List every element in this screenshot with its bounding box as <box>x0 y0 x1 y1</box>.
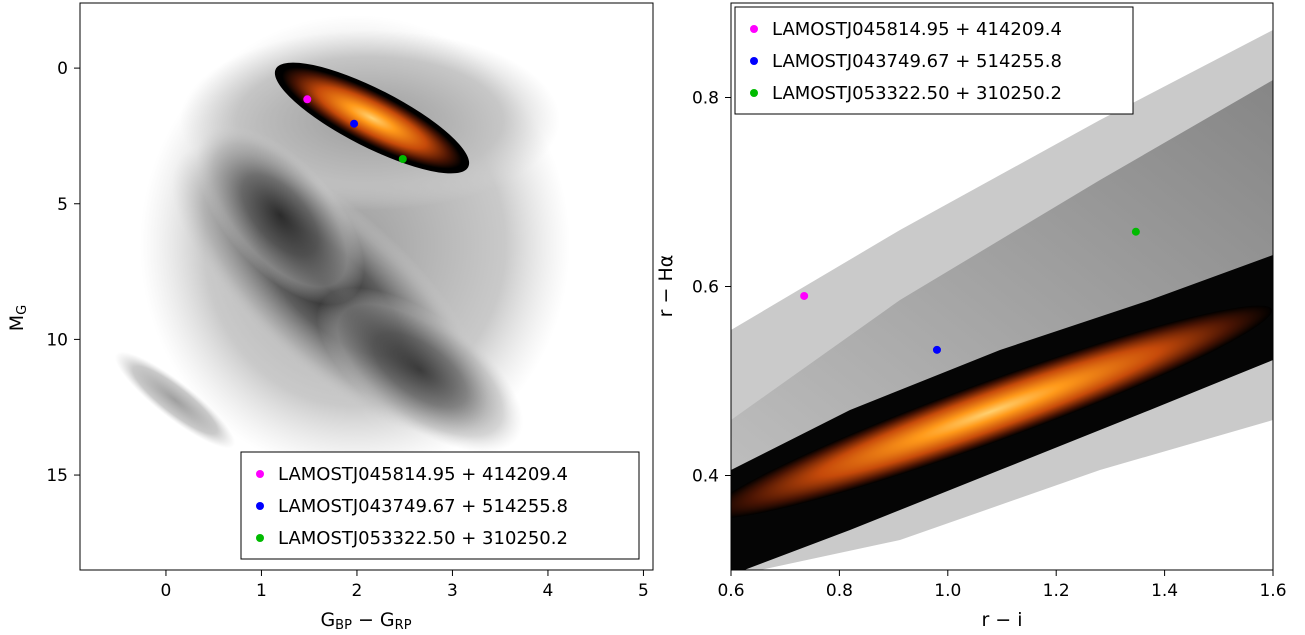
cmd-legend-marker-3 <box>256 534 264 542</box>
colour-colour-legend-label-1: LAMOSTJ045814.95 + 414209.4 <box>772 19 1062 40</box>
colour-colour-y-tick-label: 0.6 <box>692 278 719 298</box>
colour-colour-background-density <box>731 30 1273 570</box>
cmd-background-density <box>114 15 570 475</box>
cmd-point-1 <box>303 95 312 104</box>
cmd-panel: 0 1 2 3 4 5 0 5 10 15 GBP − GRP MG LAMOSTJ045814.… <box>6 2 654 633</box>
cmd-axes-ticks: 0 1 2 3 4 5 0 5 10 15 <box>46 59 649 601</box>
cmd-y-tick-label: 5 <box>57 195 68 215</box>
colour-colour-y-axis-label: r − Hα <box>655 255 677 318</box>
cmd-legend-box <box>240 451 640 560</box>
cmd-y-tick-label: 15 <box>46 466 68 486</box>
colour-colour-y-tick-label: 0.4 <box>692 467 719 487</box>
cmd-x-tick-label: 1 <box>256 581 267 601</box>
cmd-y-axis-label: MG <box>6 305 30 331</box>
cmd-legend: LAMOSTJ045814.95 + 414209.4 LAMOSTJ043749… <box>240 451 640 560</box>
cmd-x-tick-label: 3 <box>447 581 458 601</box>
colour-colour-axes-ticks: 0.6 0.8 1.0 1.2 1.4 1.6 0.4 0.6 0.8 <box>692 89 1287 602</box>
colour-colour-point-2 <box>932 345 941 354</box>
colour-colour-y-tick-label: 0.8 <box>692 89 719 109</box>
cmd-plot-frame <box>79 2 654 571</box>
colour-colour-x-tick-label: 1.4 <box>1151 581 1178 601</box>
colour-colour-legend-box <box>734 6 1134 115</box>
cmd-point-2 <box>350 119 359 128</box>
cmd-x-tick-label: 0 <box>161 581 172 601</box>
cmd-legend-label-1: LAMOSTJ045814.95 + 414209.4 <box>278 464 568 485</box>
cmd-legend-label-2: LAMOSTJ043749.67 + 514255.8 <box>278 496 568 517</box>
cmd-y-tick-label: 10 <box>46 330 68 350</box>
colour-colour-legend-marker-2 <box>750 57 758 65</box>
colour-colour-panel: 0.6 0.8 1.0 1.2 1.4 1.6 0.4 0.6 0.8 r − i r − Hα… <box>655 2 1287 631</box>
colour-colour-x-tick-label: 1.2 <box>1043 581 1070 601</box>
colour-colour-legend-label-2: LAMOSTJ043749.67 + 514255.8 <box>772 51 1062 72</box>
colour-colour-legend-marker-3 <box>750 89 758 97</box>
colour-colour-legend-label-3: LAMOSTJ053322.50 + 310250.2 <box>772 83 1062 104</box>
colour-colour-point-3 <box>1131 227 1140 236</box>
cmd-x-axis-label: GBP − GRP <box>320 609 411 633</box>
colour-colour-x-tick-label: 1.0 <box>934 581 961 601</box>
cmd-legend-marker-1 <box>256 470 264 478</box>
cmd-legend-marker-2 <box>256 502 264 510</box>
cmd-x-tick-label: 5 <box>638 581 649 601</box>
colour-colour-legend: LAMOSTJ045814.95 + 414209.4 LAMOSTJ043749… <box>734 6 1134 115</box>
colour-colour-x-axis-label: r − i <box>981 609 1022 631</box>
cmd-legend-label-3: LAMOSTJ053322.50 + 310250.2 <box>278 528 568 549</box>
colour-colour-x-tick-label: 1.6 <box>1259 581 1286 601</box>
colour-colour-x-tick-label: 0.6 <box>717 581 744 601</box>
colour-colour-highlight-points <box>800 227 1140 354</box>
cmd-y-tick-label: 0 <box>57 59 68 79</box>
colour-colour-legend-marker-1 <box>750 25 758 33</box>
cmd-x-tick-label: 4 <box>543 581 554 601</box>
colour-colour-x-tick-label: 0.8 <box>826 581 853 601</box>
cmd-highlight-points <box>303 95 407 163</box>
colour-colour-point-1 <box>800 291 809 300</box>
cmd-x-tick-label: 2 <box>352 581 363 601</box>
cmd-point-3 <box>398 154 407 163</box>
